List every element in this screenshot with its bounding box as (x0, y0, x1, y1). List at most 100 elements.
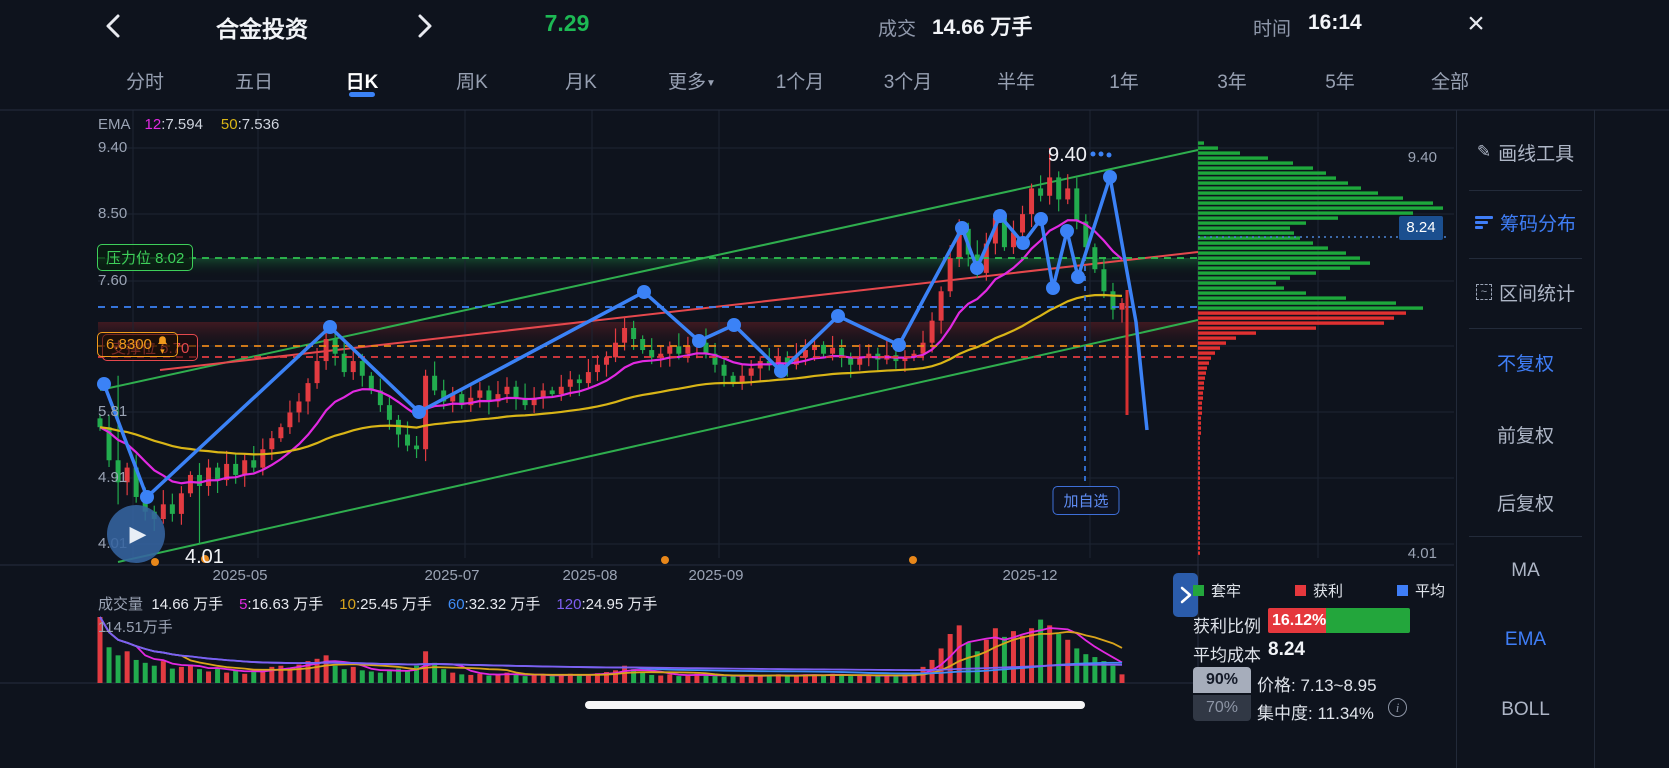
tab-1年[interactable]: 1年 (1109, 72, 1139, 93)
chip-bar (1198, 351, 1215, 355)
chip-bar (1198, 181, 1348, 185)
sidebar-item-MA[interactable]: MA (1511, 560, 1540, 581)
volume-bar (260, 669, 266, 683)
volume-bar (486, 675, 492, 683)
tab-月K[interactable]: 月K (565, 72, 597, 93)
chip-bar (1198, 226, 1290, 230)
chip-bar (1198, 496, 1200, 500)
range-70-toggle[interactable]: 70% (1193, 695, 1251, 721)
chip-bar (1198, 236, 1300, 240)
tab-分时[interactable]: 分时 (125, 72, 165, 93)
volume-bar (97, 617, 103, 683)
forward-button[interactable] (410, 12, 438, 40)
close-button[interactable]: × (1467, 7, 1485, 40)
ema-param-50: 50:7.536 (220, 116, 280, 133)
volume-bar (395, 668, 401, 683)
draw-anchor[interactable] (774, 364, 788, 378)
trendline[interactable] (99, 149, 1199, 391)
sidebar-item-BOLL[interactable]: BOLL (1501, 699, 1550, 720)
draw-anchor[interactable] (1016, 236, 1030, 250)
draw-anchor[interactable] (831, 309, 845, 323)
replay-play-button[interactable]: ▶ (107, 505, 165, 563)
volume-bar (947, 634, 953, 683)
tab-3年[interactable]: 3年 (1217, 72, 1247, 93)
draw-anchor[interactable] (1060, 224, 1074, 238)
sidebar-item-区间统计[interactable]: ~ 区间统计 (1457, 278, 1594, 306)
avg-cost-label: 平均成本 (1193, 646, 1261, 665)
volume-bar (341, 669, 347, 683)
concentration-text: 集中度: 11.34% (1257, 704, 1374, 723)
volume-bar (830, 673, 836, 683)
draw-anchor[interactable] (140, 490, 154, 504)
tab-全部[interactable]: 全部 (1430, 72, 1470, 93)
chip-bar (1198, 256, 1360, 260)
sidebar-item-前复权[interactable]: 前复权 (1496, 425, 1554, 447)
sidebar-item-画线工具[interactable]: ✎ 画线工具 (1476, 142, 1575, 165)
chip-bar (1198, 446, 1200, 450)
draw-anchor[interactable] (637, 285, 651, 299)
draw-anchor[interactable] (692, 334, 706, 348)
sidebar-item-不复权[interactable]: 不复权 (1496, 353, 1554, 375)
chip-bar (1198, 211, 1413, 215)
draw-anchor[interactable] (892, 338, 906, 352)
candle (821, 344, 827, 354)
draw-anchor[interactable] (1046, 281, 1060, 295)
ema-12-line (99, 219, 1123, 485)
info-icon[interactable]: i (1388, 698, 1407, 717)
turnover-label: 成交 (878, 19, 917, 40)
pen-icon: ✎ (1476, 142, 1492, 161)
candle (622, 328, 628, 343)
chip-bar (1198, 241, 1313, 245)
tab-周K[interactable]: 周K (456, 72, 488, 93)
volume-label: 成交量 (98, 596, 144, 613)
tab-3个月[interactable]: 3个月 (883, 72, 933, 93)
draw-anchor[interactable] (412, 405, 426, 419)
tab-五日[interactable]: 五日 (234, 72, 274, 93)
volume-bar (857, 675, 863, 683)
vol-ma-10: 10:25.45 万手 (339, 596, 432, 613)
volume-bar (658, 675, 664, 683)
candle (703, 342, 709, 354)
volume-bar (875, 676, 881, 683)
draw-anchor[interactable] (1071, 270, 1085, 284)
tab-5年[interactable]: 5年 (1325, 72, 1355, 93)
chip-bar (1198, 391, 1203, 395)
trendline[interactable] (117, 319, 1199, 563)
chip-bar (1198, 476, 1200, 480)
add-watchlist-button[interactable]: 加自选 (1052, 486, 1120, 515)
range-90-toggle[interactable]: 90% (1193, 667, 1251, 693)
sidebar-item-筹码分布[interactable]: 筹码分布 (1457, 208, 1594, 236)
draw-anchor[interactable] (97, 377, 111, 391)
volume-bar (151, 665, 157, 683)
volume-bar (1010, 631, 1016, 683)
sidebar-item-EMA[interactable]: EMA (1504, 629, 1547, 650)
tab-1个月[interactable]: 1个月 (775, 72, 825, 93)
chip-bar (1198, 426, 1201, 430)
x-tick-2025-12: 2025-12 (1002, 567, 1058, 584)
draw-anchor[interactable] (970, 261, 984, 275)
price-alert-tag[interactable]: 6.8300 ▾ (97, 332, 178, 357)
volume-bar (377, 672, 383, 683)
tab-更多[interactable]: 更多▼ (668, 72, 716, 93)
draw-anchor[interactable] (323, 320, 337, 334)
avg-cost-value: 8.24 (1268, 639, 1305, 660)
volume-bar (414, 665, 420, 683)
volume-bar (495, 674, 501, 683)
volume-bar (233, 670, 239, 683)
back-button[interactable] (100, 12, 128, 40)
candle (766, 361, 772, 365)
draw-anchor[interactable] (1103, 170, 1117, 184)
draw-anchor[interactable] (955, 221, 969, 235)
home-indicator[interactable] (585, 701, 1085, 709)
draw-anchor[interactable] (993, 209, 1007, 223)
draw-anchor[interactable] (1034, 212, 1048, 226)
tab-日K[interactable]: 日K (345, 72, 379, 93)
candle (603, 357, 609, 365)
chevron-down-icon: ▼ (706, 78, 716, 89)
x-tick-2025-05: 2025-05 (212, 567, 268, 584)
candle (314, 361, 320, 384)
draw-anchor[interactable] (727, 318, 741, 332)
sidebar-item-后复权[interactable]: 后复权 (1496, 493, 1554, 515)
tab-半年[interactable]: 半年 (996, 72, 1036, 93)
